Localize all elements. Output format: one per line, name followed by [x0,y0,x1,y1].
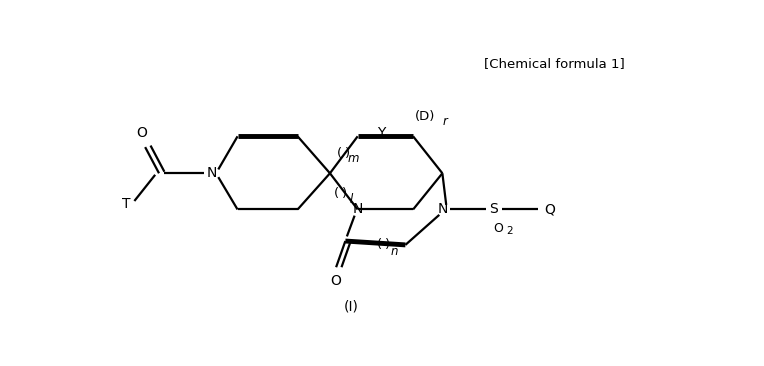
Text: S: S [490,202,498,216]
Text: ): ) [385,238,390,251]
Text: O: O [493,222,503,235]
Text: ): ) [342,187,347,200]
Text: (I): (I) [344,299,359,314]
Text: (D): (D) [415,110,435,123]
Text: T: T [122,197,131,211]
Text: Q: Q [545,202,555,216]
Text: l: l [350,193,353,206]
Text: O: O [137,126,147,140]
Text: (: ( [337,147,342,160]
Text: O: O [331,274,342,288]
Text: N: N [206,166,216,180]
Text: m: m [348,152,360,165]
Text: 2: 2 [506,226,513,236]
Text: N: N [352,202,363,216]
Text: n: n [391,244,398,258]
Text: N: N [437,202,448,216]
Text: [Chemical formula 1]: [Chemical formula 1] [484,57,625,70]
Text: (: ( [377,238,382,251]
Text: r: r [443,115,448,128]
Text: ): ) [345,147,350,160]
Text: Y: Y [377,126,385,140]
Text: (: ( [334,187,338,200]
